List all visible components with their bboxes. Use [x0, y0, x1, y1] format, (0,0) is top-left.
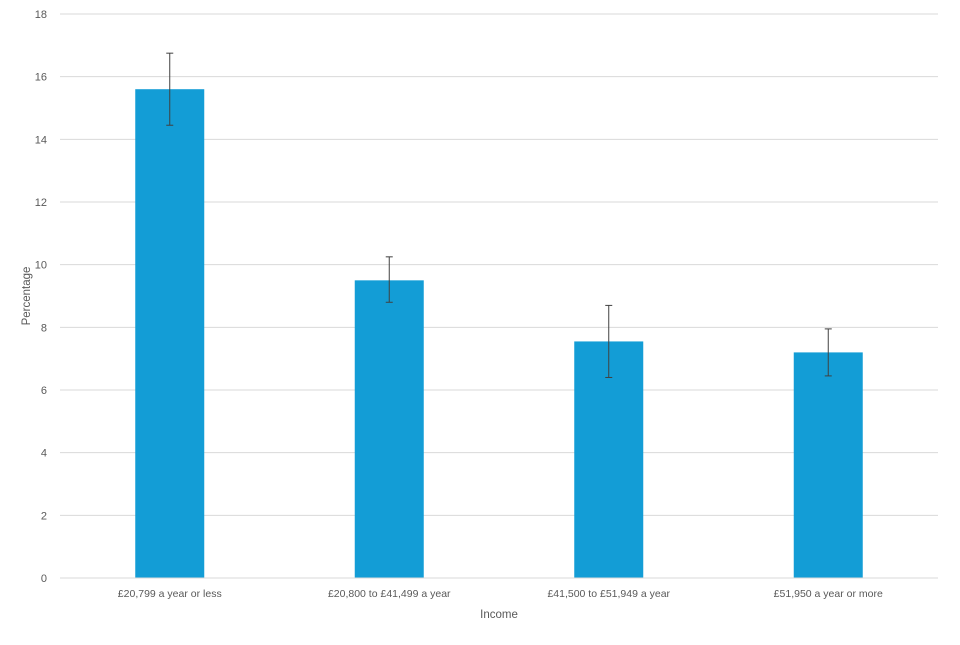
y-tick-label: 6 — [41, 385, 47, 397]
y-tick-label: 18 — [35, 9, 47, 21]
bar — [135, 89, 205, 578]
y-axis-ticks: 0 2 4 6 8 10 12 14 16 18 — [35, 9, 47, 585]
x-axis-ticks: £20,799 a year or less £20,800 to £41,499… — [118, 588, 883, 600]
y-tick-label: 0 — [41, 573, 47, 585]
x-tick-label: £51,950 a year or more — [774, 588, 883, 600]
y-tick-label: 2 — [41, 510, 47, 522]
y-tick-label: 14 — [35, 134, 47, 146]
y-tick-label: 16 — [35, 72, 47, 84]
x-axis-title: Income — [480, 609, 518, 621]
bars — [135, 89, 863, 578]
x-tick-label: £41,500 to £51,949 a year — [547, 588, 670, 600]
y-tick-label: 4 — [41, 448, 47, 460]
bar — [574, 341, 644, 578]
y-axis-title: Percentage — [21, 267, 33, 326]
x-tick-label: £20,799 a year or less — [118, 588, 222, 600]
x-tick-label: £20,800 to £41,499 a year — [328, 588, 451, 600]
y-tick-label: 8 — [41, 322, 47, 334]
bar — [793, 352, 863, 578]
y-tick-label: 10 — [35, 260, 47, 272]
error-bars — [166, 52, 832, 378]
bar — [354, 280, 424, 578]
gridlines — [60, 13, 938, 516]
y-tick-label: 12 — [35, 197, 47, 209]
